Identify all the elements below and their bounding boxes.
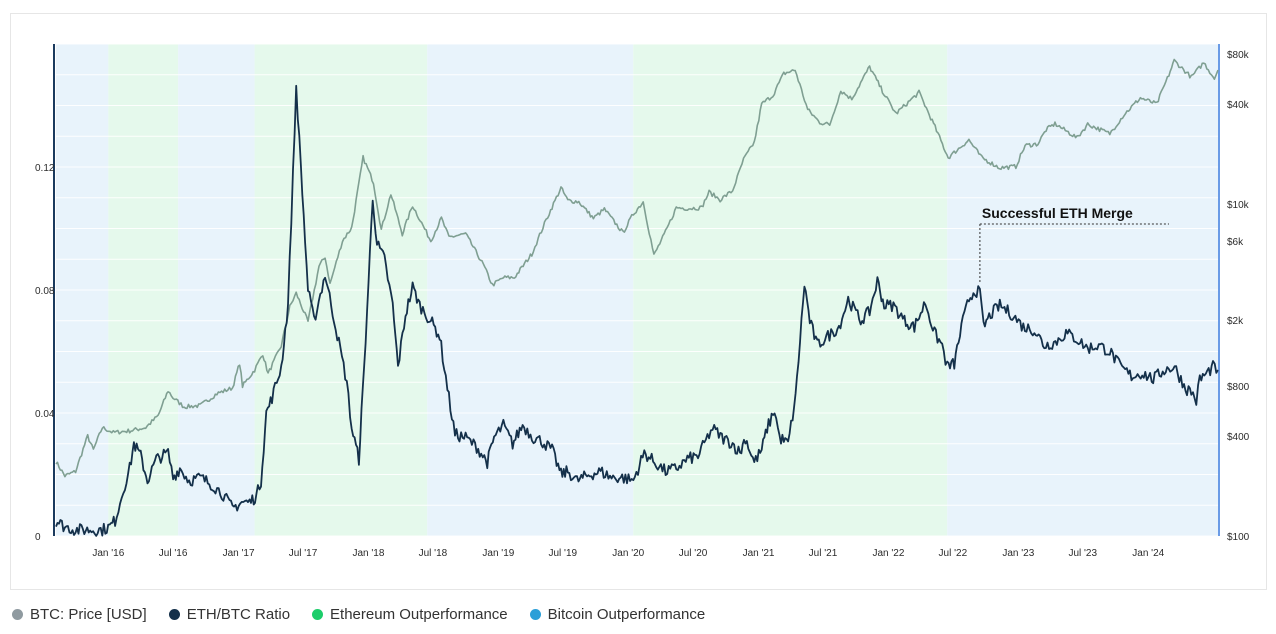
- x-tick-label-5: Jul '18: [419, 548, 448, 559]
- annotation-layer: Successful ETH Merge: [979, 205, 1169, 284]
- x-tick-label-2: Jan '17: [223, 548, 255, 559]
- y-right-tick-label-5: $10k: [1227, 200, 1250, 211]
- y-left-tick-label-1: 0.04: [35, 409, 55, 420]
- legend-item-0[interactable]: BTC: Price [USD]: [12, 606, 147, 623]
- eth-btc-ratio-line: [55, 84, 1219, 537]
- legend-label: BTC: Price [USD]: [30, 606, 147, 623]
- legend-dot-icon: [168, 609, 180, 620]
- legend: BTC: Price [USD] ETH/BTC Ratio Ethereum Ou…: [12, 606, 705, 623]
- x-tick-label-15: Jul '23: [1068, 548, 1097, 559]
- y-right-tick-label-2: $800: [1227, 382, 1250, 393]
- x-tick-label-4: Jan '18: [353, 548, 385, 559]
- x-tick-label-11: Jul '21: [809, 548, 838, 559]
- axes: 0 0.04 0.08 0.12 $100 $400 $800 $2k $6k $10k $40k $…: [35, 44, 1250, 559]
- y-left-tick-label-3: 0.12: [35, 163, 55, 174]
- chart-container: 0 0.04 0.08 0.12 $100 $400 $800 $2k $6k $10k $40k $…: [10, 13, 1267, 590]
- series-lines: [55, 58, 1219, 537]
- legend-label: Bitcoin Outperformance: [547, 606, 706, 623]
- y-right-tick-label-7: $80k: [1227, 50, 1250, 61]
- chart-svg: 0 0.04 0.08 0.12 $100 $400 $800 $2k $6k $10k $40k $…: [35, 43, 1250, 559]
- x-tick-label-9: Jul '20: [679, 548, 708, 559]
- merge-annotation-label: Successful ETH Merge: [982, 205, 1133, 221]
- grid: [56, 43, 1218, 537]
- x-tick-label-13: Jul '22: [939, 548, 968, 559]
- x-tick-label-7: Jul '19: [548, 548, 577, 559]
- x-tick-label-14: Jan '23: [1002, 548, 1034, 559]
- y-right-tick-label-6: $40k: [1227, 100, 1250, 111]
- x-tick-label-6: Jan '19: [482, 548, 514, 559]
- x-tick-label-16: Jan '24: [1132, 548, 1164, 559]
- legend-item-3[interactable]: Bitcoin Outperformance: [529, 606, 706, 623]
- legend-label: ETH/BTC Ratio: [186, 606, 291, 623]
- x-tick-label-3: Jul '17: [289, 548, 318, 559]
- y-right-tick-label-3: $2k: [1227, 316, 1244, 327]
- legend-item-2[interactable]: Ethereum Outperformance: [312, 606, 508, 623]
- x-tick-label-12: Jan '22: [872, 548, 904, 559]
- x-tick-label-0: Jan '16: [92, 548, 124, 559]
- legend-dot-icon: [12, 609, 23, 620]
- y-right-tick-label-4: $6k: [1227, 237, 1244, 248]
- legend-item-1[interactable]: ETH/BTC Ratio: [168, 606, 291, 623]
- legend-dot-icon: [529, 609, 541, 620]
- y-left-tick-label-0: 0: [35, 532, 41, 543]
- x-tick-label-8: Jan '20: [612, 548, 644, 559]
- y-right-tick-label-1: $400: [1227, 432, 1250, 443]
- legend-dot-icon: [312, 609, 324, 620]
- y-right-tick-label-0: $100: [1227, 532, 1250, 543]
- y-left-tick-label-2: 0.08: [35, 286, 55, 297]
- legend-label: Ethereum Outperformance: [330, 606, 508, 623]
- btc-price-line: [55, 58, 1219, 478]
- x-tick-label-1: Jul '16: [159, 548, 188, 559]
- x-tick-label-10: Jan '21: [743, 548, 775, 559]
